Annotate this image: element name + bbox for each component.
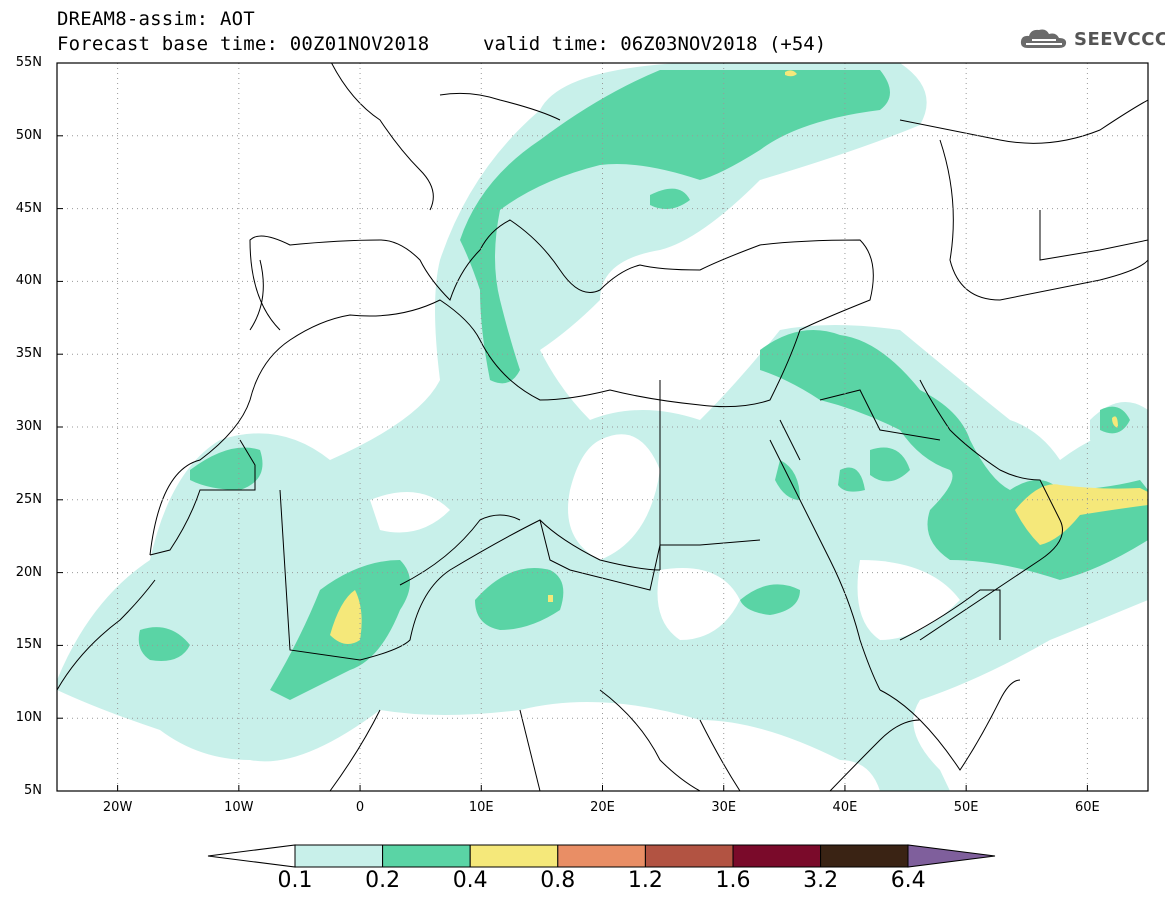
colorbar-label: 1.6 xyxy=(715,868,751,893)
logo-text: SEEVCCC xyxy=(1074,28,1165,50)
colorbar-label: 1.2 xyxy=(627,868,663,893)
colorbar-label: 0.4 xyxy=(452,868,488,893)
coastlines xyxy=(57,63,1148,791)
colorbar xyxy=(207,844,996,868)
lon-label: 10W xyxy=(224,800,254,815)
aot-band-high xyxy=(330,70,1148,644)
colorbar-swatch xyxy=(294,844,384,868)
lon-label: 50E xyxy=(953,800,979,815)
map-title: DREAM8-assim: AOT xyxy=(57,8,255,30)
colorbar-label: 6.4 xyxy=(890,868,926,893)
lat-label: 15N xyxy=(15,637,42,653)
gridlines xyxy=(57,63,1148,791)
lon-label: 40E xyxy=(832,800,858,815)
lon-label: 20E xyxy=(590,800,615,815)
lat-label: 30N xyxy=(15,419,42,434)
lat-label: 40N xyxy=(15,273,42,289)
lat-label: 20N xyxy=(15,564,42,580)
colorbar-label: 3.2 xyxy=(803,868,839,893)
seevccc-logo: SEEVCCC xyxy=(1018,26,1165,52)
colorbar-low-arrow xyxy=(207,844,296,868)
lon-label: 10E xyxy=(468,800,494,815)
colorbar-swatch xyxy=(732,844,822,868)
colorbar-swatch xyxy=(557,844,646,868)
lat-label: 10N xyxy=(15,710,42,726)
lat-label: 5N xyxy=(24,783,42,798)
aot-field xyxy=(57,63,1148,791)
lat-label: 45N xyxy=(15,200,42,216)
colorbar-swatch xyxy=(469,844,559,868)
colorbar-label: 0.1 xyxy=(277,868,313,893)
colorbar-swatch xyxy=(382,844,471,868)
cloud-icon xyxy=(1020,29,1067,48)
lon-label: 60E xyxy=(1074,800,1100,815)
axis-ticks xyxy=(57,62,1088,792)
forecast-base-time: Forecast base time: 00Z01NOV2018 xyxy=(57,33,430,55)
lon-label: 0 xyxy=(355,800,365,815)
lat-label: 55N xyxy=(15,55,42,70)
lon-label: 20W xyxy=(102,800,133,815)
aot-clear-areas xyxy=(370,307,960,640)
lat-label: 35N xyxy=(15,346,42,362)
colorbar-high-arrow xyxy=(907,844,996,868)
lat-label: 25N xyxy=(15,491,42,507)
lat-label: 50N xyxy=(15,127,42,143)
lon-label: 30E xyxy=(711,800,737,815)
colorbar-swatch xyxy=(644,844,734,868)
valid-time: valid time: 06Z03NOV2018 (+54) xyxy=(483,33,827,55)
colorbar-label: 0.2 xyxy=(365,868,401,893)
colorbar-swatch xyxy=(820,844,909,868)
colorbar-label: 0.8 xyxy=(540,868,576,893)
